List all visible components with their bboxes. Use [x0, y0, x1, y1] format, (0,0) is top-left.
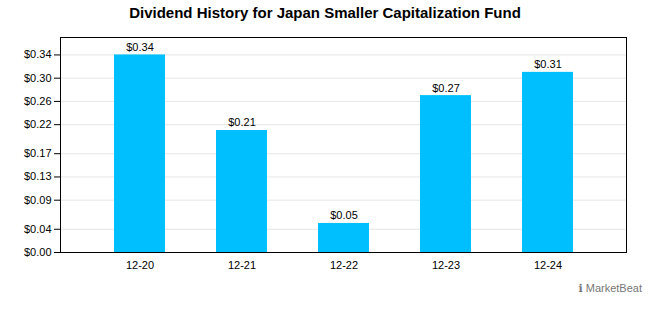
svg-text:$0.21: $0.21: [228, 116, 256, 128]
svg-text:$0.30: $0.30: [24, 72, 52, 84]
svg-text:12-24: 12-24: [534, 259, 562, 271]
svg-text:$0.22: $0.22: [24, 118, 52, 130]
svg-text:$0.27: $0.27: [432, 82, 460, 94]
svg-text:12-22: 12-22: [330, 259, 358, 271]
svg-text:$0.09: $0.09: [24, 194, 52, 206]
svg-text:12-21: 12-21: [228, 259, 256, 271]
svg-text:$0.26: $0.26: [24, 95, 52, 107]
svg-text:$0.13: $0.13: [24, 170, 52, 182]
svg-text:$0.34: $0.34: [126, 41, 154, 53]
svg-text:$0.31: $0.31: [534, 58, 562, 70]
svg-text:$0.34: $0.34: [24, 48, 52, 60]
svg-text:12-20: 12-20: [126, 259, 154, 271]
svg-text:$0.04: $0.04: [24, 223, 52, 235]
svg-text:$0.00: $0.00: [24, 246, 52, 258]
svg-text:$0.17: $0.17: [24, 147, 52, 159]
svg-text:12-23: 12-23: [432, 259, 460, 271]
html-text:Dividend History for Japan Sma: Dividend History for Japan Smaller Capit…: [129, 4, 521, 21]
svg-text:$0.05: $0.05: [330, 209, 358, 221]
html-text:ℹ MarketBeat: ℹ MarketBeat: [578, 282, 642, 294]
